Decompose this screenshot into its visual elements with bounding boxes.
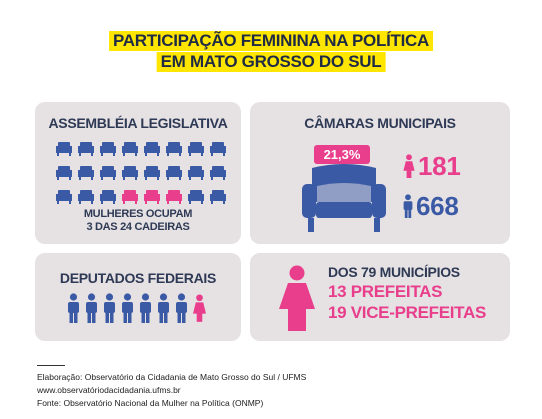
man-icon (402, 194, 414, 218)
assembly-caption: MULHERES OCUPAM 3 DAS 24 CADEIRAS (35, 208, 241, 234)
seat-icon (144, 142, 160, 161)
percent-badge: 21,3% (314, 145, 370, 164)
man-icon (175, 293, 188, 328)
woman-icon (402, 154, 416, 178)
seat-icon (78, 142, 94, 161)
woman-icon (193, 293, 206, 328)
deputados-card: DEPUTADOS FEDERAIS (35, 253, 241, 341)
men-count-value: 668 (416, 191, 458, 221)
seat-icon (78, 190, 94, 209)
seat-icon (122, 166, 138, 185)
deputados-title: DEPUTADOS FEDERAIS (35, 270, 241, 286)
deputados-people-row (67, 293, 206, 328)
seat-woman-icon (122, 190, 138, 209)
footer-source: Fonte: Observatório Nacional da Mulher n… (37, 397, 263, 409)
seat-icon (188, 142, 204, 161)
seat-row (56, 142, 226, 161)
page-title-line2: EM MATO GROSSO DO SUL (157, 52, 386, 72)
camaras-card: CÂMARAS MUNICIPAIS 21,3% 181 668 (250, 102, 510, 244)
municipios-total: DOS 79 MUNICÍPIOS (328, 264, 486, 281)
women-count: 181 (402, 152, 460, 180)
footer-credit: Elaboração: Observatório da Cidadania de… (37, 371, 306, 383)
man-icon (121, 293, 134, 328)
seat-icon (210, 190, 226, 209)
seat-row (56, 166, 226, 185)
man-icon (157, 293, 170, 328)
seat-icon (56, 142, 72, 161)
page-title-line1: PARTICIPAÇÃO FEMININA NA POLÍTICA (109, 31, 433, 51)
footer-divider (37, 365, 65, 366)
seat-icon (188, 166, 204, 185)
seat-icon (56, 190, 72, 209)
assembly-caption-line1: MULHERES OCUPAM (35, 208, 241, 221)
vice-prefeitas-count: 19 VICE-PREFEITAS (328, 302, 486, 323)
man-icon (67, 293, 80, 328)
assembly-card: ASSEMBLÉIA LEGISLATIVA MULHERES OCUPAM 3… (35, 102, 241, 244)
seat-icon (100, 142, 116, 161)
woman-icon (278, 265, 316, 331)
assembly-seats-grid (56, 142, 226, 214)
man-icon (85, 293, 98, 328)
seat-icon (100, 166, 116, 185)
women-count-value: 181 (418, 151, 460, 181)
seat-icon (166, 166, 182, 185)
seat-icon (188, 190, 204, 209)
seat-icon (122, 142, 138, 161)
man-icon (139, 293, 152, 328)
assembly-title: ASSEMBLÉIA LEGISLATIVA (35, 115, 241, 131)
man-icon (103, 293, 116, 328)
men-count: 668 (402, 192, 458, 220)
municipios-card: DOS 79 MUNICÍPIOS 13 PREFEITAS 19 VICE-P… (250, 253, 510, 341)
seat-icon (166, 142, 182, 161)
prefeitas-count: 13 PREFEITAS (328, 281, 486, 302)
seat-row (56, 190, 226, 209)
seat-icon (56, 166, 72, 185)
seat-woman-icon (144, 190, 160, 209)
seat-woman-icon (166, 190, 182, 209)
seat-icon (78, 166, 94, 185)
footer-url: www.observatóriodacidadania.ufms.br (37, 384, 181, 396)
municipios-text: DOS 79 MUNICÍPIOS 13 PREFEITAS 19 VICE-P… (328, 264, 486, 323)
camaras-title: CÂMARAS MUNICIPAIS (250, 115, 510, 131)
seat-icon (144, 166, 160, 185)
seat-icon (210, 142, 226, 161)
assembly-caption-line2: 3 DAS 24 CADEIRAS (35, 221, 241, 234)
chair-icon (302, 162, 386, 234)
seat-icon (100, 190, 116, 209)
seat-icon (210, 166, 226, 185)
